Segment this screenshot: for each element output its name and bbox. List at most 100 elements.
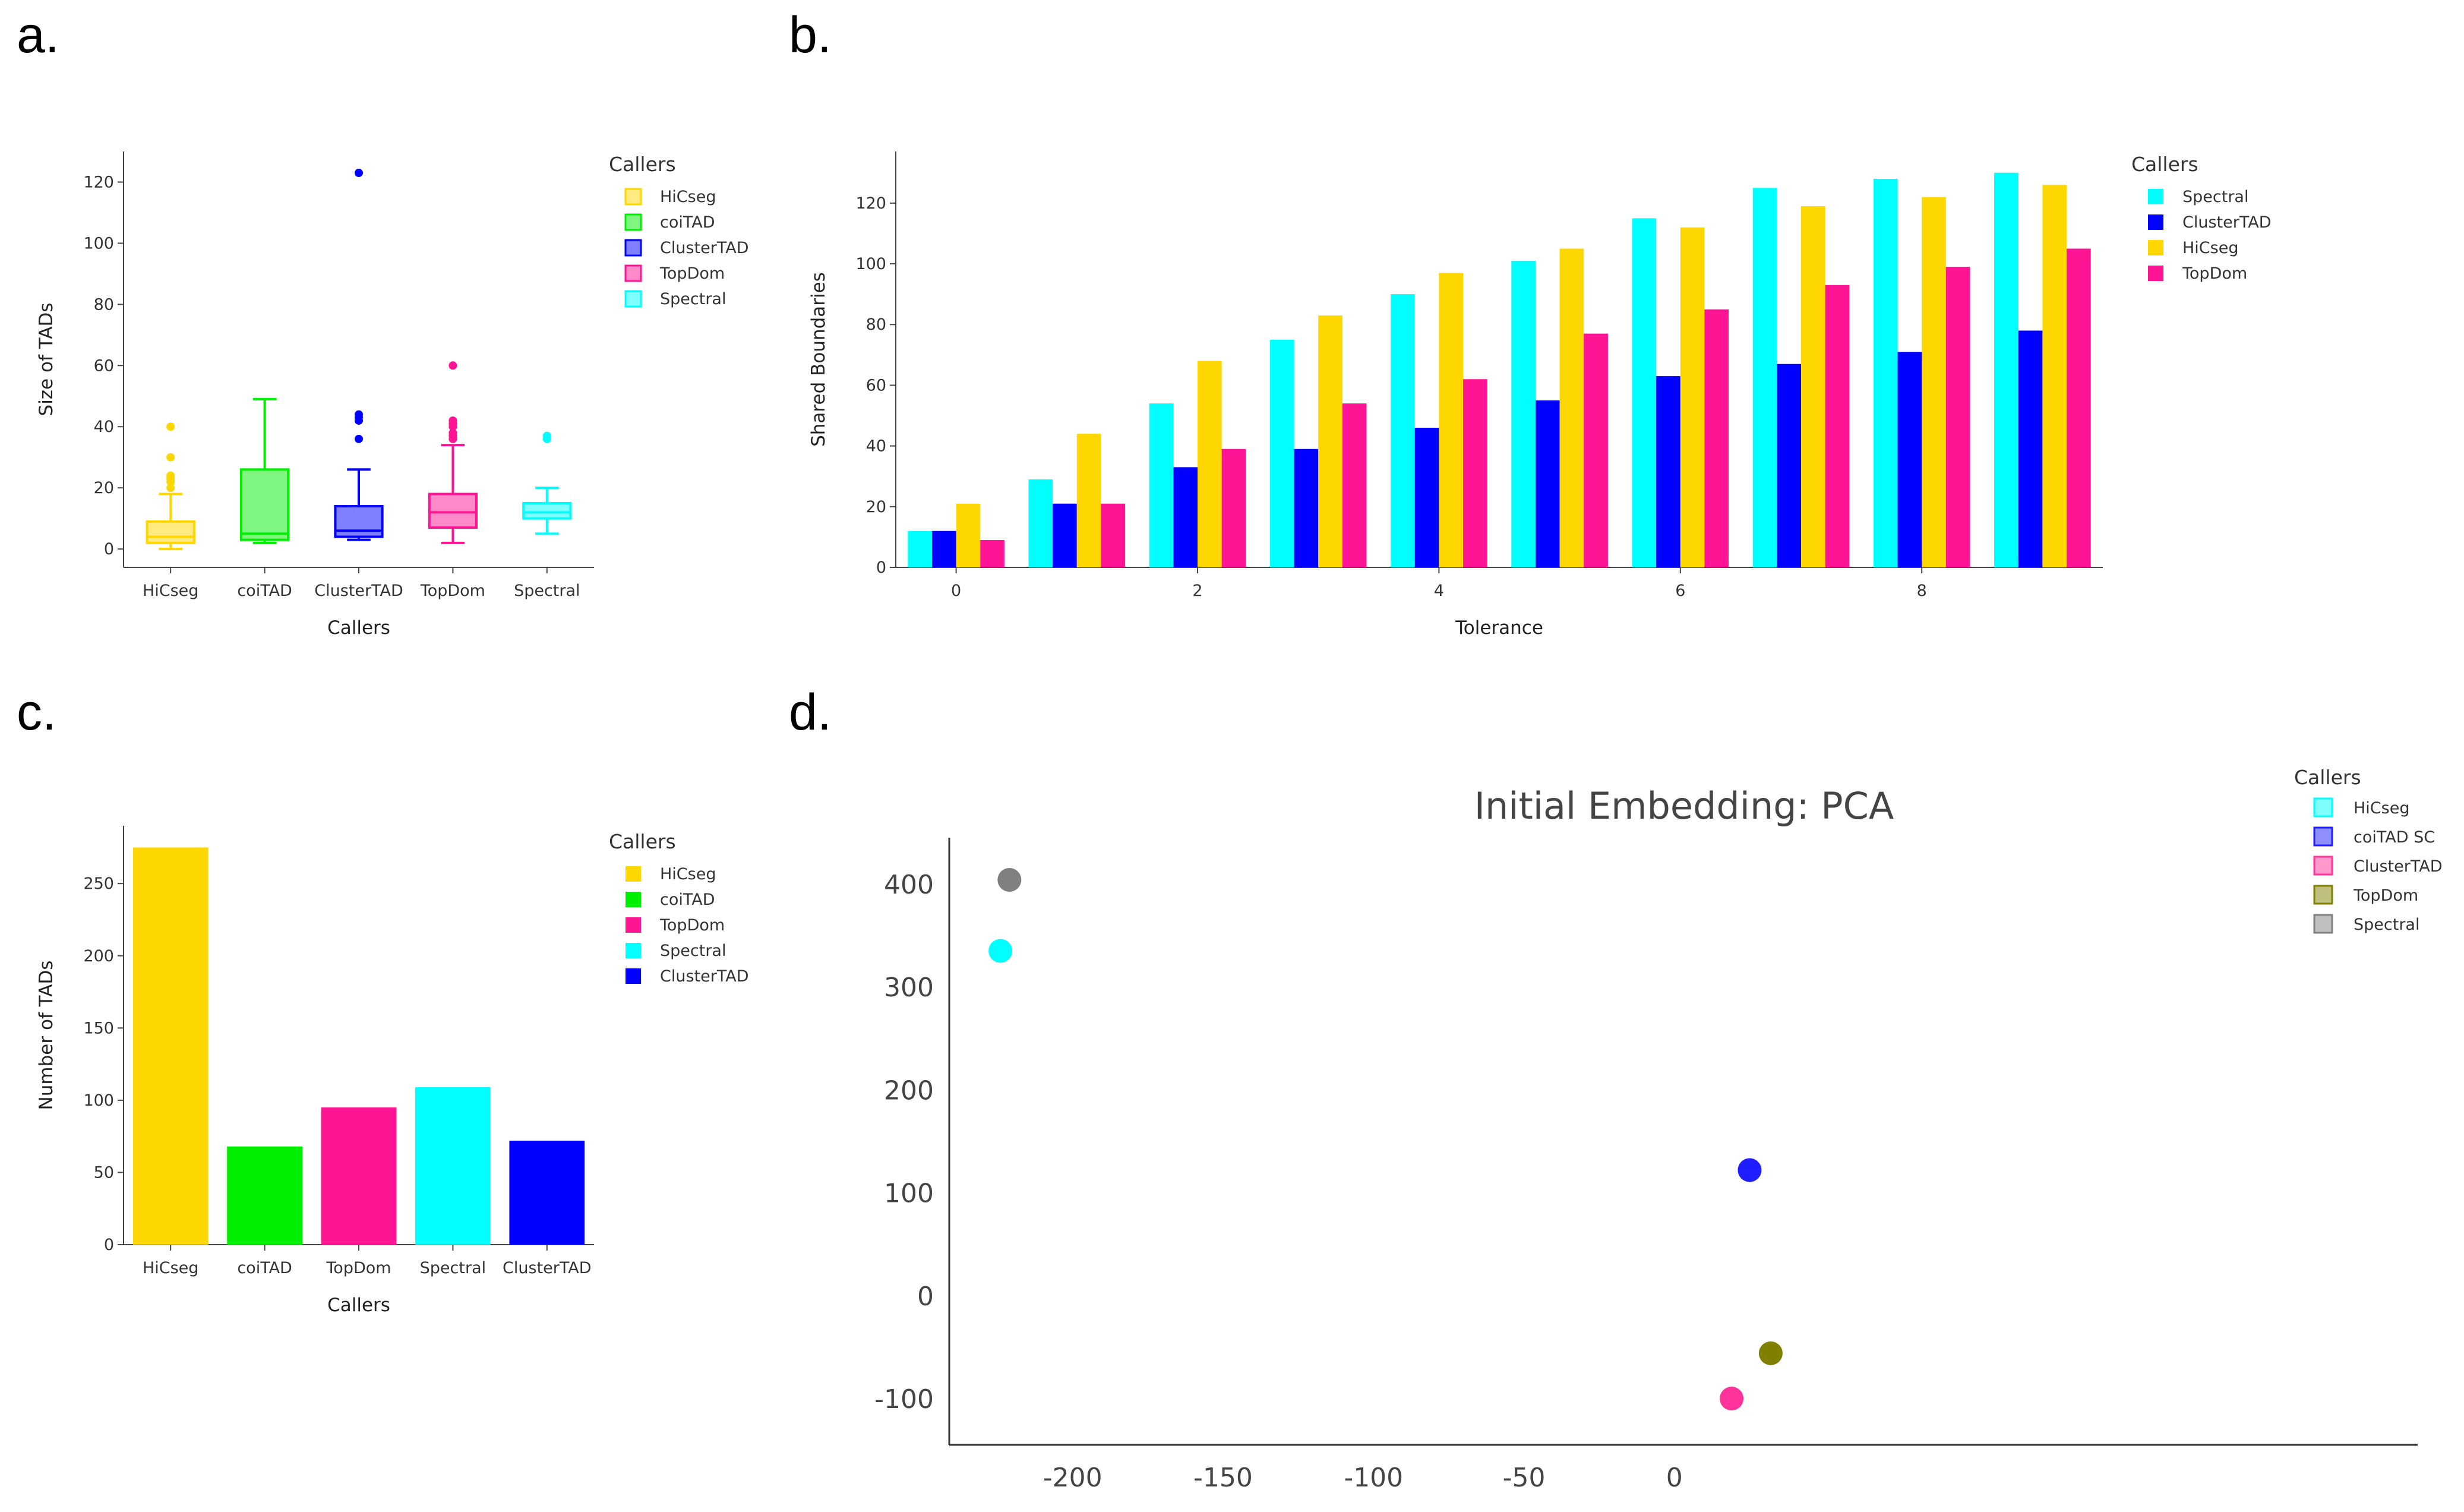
y-tick-label: 400 <box>884 870 934 900</box>
legend-title: Callers <box>2131 153 2198 176</box>
bar-HiCseg <box>1680 227 1705 568</box>
bar-ClusterTAD <box>1535 400 1560 567</box>
scatter-point-Spectral <box>997 868 1022 892</box>
y-tick-label: 60 <box>866 376 886 394</box>
box-outlier <box>448 428 457 437</box>
bar-ClusterTAD <box>1053 503 1077 567</box>
y-tick-label: 150 <box>83 1019 114 1037</box>
bar-ClusterTAD <box>1414 427 1439 567</box>
legend-swatch <box>624 213 642 231</box>
bar-HiCseg <box>2042 185 2067 568</box>
x-tick-label: Spectral <box>420 1259 486 1277</box>
box-iqr-coiTAD <box>240 468 290 541</box>
legend-title: Callers <box>609 153 676 176</box>
box-outlier <box>542 431 551 440</box>
y-tick-label: 50 <box>94 1163 114 1182</box>
x-tick-label: ClusterTAD <box>314 582 403 600</box>
legend-label: Spectral <box>660 942 726 960</box>
x-axis-title: Tolerance <box>1455 617 1543 639</box>
y-tick-label: 200 <box>83 947 114 965</box>
legend-label: HiCseg <box>660 188 716 206</box>
legend-label: TopDom <box>2353 886 2418 905</box>
bar-HiCseg <box>132 847 209 1245</box>
x-tick-label: TopDom <box>420 582 485 600</box>
bar-Spectral <box>1994 172 2018 567</box>
bar-HiCseg <box>1439 273 1464 567</box>
y-tick-label: 40 <box>94 418 114 436</box>
y-tick-label: 0 <box>104 540 114 558</box>
box-iqr-ClusterTAD <box>334 505 384 538</box>
legend-label: HiCseg <box>660 865 716 883</box>
bar-TopDom <box>2067 248 2091 567</box>
y-tick-label: 80 <box>94 295 114 314</box>
x-tick-label: HiCseg <box>143 582 198 600</box>
bar-Spectral <box>1632 218 1657 567</box>
legend-swatch <box>2148 189 2163 204</box>
legend-swatch <box>2313 797 2333 817</box>
legend-swatch <box>624 264 642 282</box>
bar-TopDom <box>1704 309 1729 567</box>
y-tick-label: 300 <box>884 973 934 1003</box>
chart-a-boxplot: 0 20 40 60 80 100 120 Size of TADs Callers HiCseg… <box>36 151 749 639</box>
bar-TopDom <box>1825 285 1850 567</box>
legend-swatch <box>2148 214 2163 230</box>
scatter-point-ClusterTAD <box>1720 1387 1744 1411</box>
box-outlier <box>166 471 175 480</box>
bar-TopDom <box>1584 333 1608 567</box>
x-axis-title: Callers <box>327 1295 390 1316</box>
bar-TopDom <box>1101 503 1126 567</box>
box-iqr-HiCseg <box>146 520 195 544</box>
y-tick-label: 0 <box>917 1281 934 1312</box>
x-tick-label: ClusterTAD <box>503 1259 592 1277</box>
panel-letter-d: d. <box>789 684 832 741</box>
box-outlier <box>166 453 175 462</box>
chart-title: Initial Embedding: PCA <box>1474 784 1894 828</box>
bar-HiCseg <box>1198 361 1222 567</box>
y-tick-label: 0 <box>104 1236 114 1254</box>
bar-Spectral <box>1511 260 1536 567</box>
legend-swatch <box>626 892 641 907</box>
y-axis-title: Size of TADs <box>36 303 57 416</box>
bar-ClusterTAD <box>1173 467 1198 567</box>
legend-label: coiTAD <box>660 891 715 909</box>
legend-swatch <box>624 239 642 257</box>
box-outlier <box>355 169 363 178</box>
legend-label: coiTAD <box>660 213 715 232</box>
bar-Spectral <box>1149 403 1174 567</box>
legend-swatch <box>626 968 641 984</box>
box-outlier <box>448 416 457 425</box>
bar-ClusterTAD <box>1897 352 1922 567</box>
bar-ClusterTAD <box>1294 449 1319 567</box>
y-tick-label: 200 <box>884 1075 934 1106</box>
y-tick-label: 250 <box>83 875 114 893</box>
legend-label: ClusterTAD <box>660 967 749 986</box>
legend-label: HiCseg <box>2354 799 2409 817</box>
y-tick-label: 40 <box>866 437 886 456</box>
bar-TopDom <box>1221 449 1246 567</box>
legend-label: Spectral <box>2354 916 2419 934</box>
x-tick-label: -200 <box>1043 1463 1103 1493</box>
legend-swatch <box>626 943 641 958</box>
y-tick-label: 100 <box>83 1091 114 1110</box>
y-tick-label: 80 <box>866 315 886 334</box>
legend-label: ClusterTAD <box>2182 213 2272 232</box>
legend-swatch <box>2313 885 2333 905</box>
legend-title: Callers <box>609 830 676 853</box>
x-tick-label: coiTAD <box>237 582 292 600</box>
chart-d-scatter: -100 0 100 200 300 400 -200 -150 -100 -50 0 Initial… <box>874 766 2442 1493</box>
bar-TopDom <box>321 1107 397 1245</box>
x-tick-label: HiCseg <box>143 1259 198 1277</box>
y-tick-label: 120 <box>855 194 886 213</box>
x-tick-label: -50 <box>1503 1463 1546 1493</box>
scatter-point-coiTAD-SC <box>1738 1158 1762 1182</box>
bar-HiCseg <box>1318 315 1342 567</box>
y-axis-title: Number of TADs <box>36 961 57 1110</box>
x-axis-title: Callers <box>327 617 390 639</box>
x-tick-label: TopDom <box>326 1259 391 1277</box>
panel-letter-a: a. <box>17 7 59 64</box>
bar-Spectral <box>1028 479 1053 567</box>
legend-swatch <box>2313 856 2333 876</box>
bar-coiTAD <box>227 1146 302 1245</box>
bar-ClusterTAD <box>1777 364 1801 567</box>
box-outlier <box>166 422 175 431</box>
